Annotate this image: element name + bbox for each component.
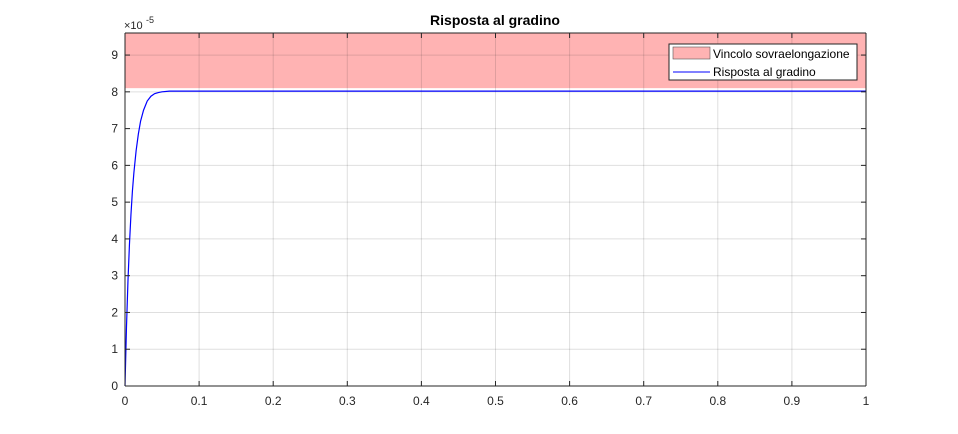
y-tick-label: 5 bbox=[111, 195, 118, 209]
legend: Vincolo sovraelongazione Risposta al gra… bbox=[668, 43, 858, 81]
axes-layer bbox=[124, 32, 867, 387]
x-tick-label: 0.8 bbox=[709, 394, 726, 408]
series-line bbox=[124, 90, 866, 387]
y-tick-label: 0 bbox=[111, 379, 118, 393]
x-tick-label: 0.4 bbox=[413, 394, 430, 408]
x-tick-label: 0.5 bbox=[487, 394, 504, 408]
x-tick-label: 0.6 bbox=[561, 394, 578, 408]
y-exponent-base: ×10 bbox=[124, 20, 143, 32]
y-tick-label: 2 bbox=[111, 305, 118, 319]
y-exponent-label: ×10 -5 bbox=[124, 15, 154, 32]
chart-title: Risposta al gradino bbox=[430, 12, 560, 28]
x-tick-label: 0.1 bbox=[191, 394, 208, 408]
y-tick-label: 4 bbox=[111, 232, 118, 246]
y-exponent-power: -5 bbox=[146, 15, 154, 25]
x-tick-label: 0 bbox=[122, 394, 129, 408]
legend-swatch-region bbox=[672, 46, 711, 60]
x-tick-label: 0.2 bbox=[265, 394, 282, 408]
x-tick-label: 0.9 bbox=[784, 394, 801, 408]
y-tick-label: 7 bbox=[111, 122, 118, 136]
legend-label-region: Vincolo sovraelongazione bbox=[713, 47, 850, 61]
y-tick-label: 9 bbox=[111, 48, 118, 62]
x-tick-label: 0.3 bbox=[339, 394, 356, 408]
y-tick-label: 1 bbox=[111, 342, 118, 356]
x-tick-label: 0.7 bbox=[635, 394, 652, 408]
y-tick-label: 3 bbox=[111, 269, 118, 283]
y-tick-label: 8 bbox=[111, 85, 118, 99]
series-layer bbox=[124, 90, 866, 387]
legend-label-series: Risposta al gradino bbox=[713, 65, 816, 79]
tick-labels-layer: 0 0.1 0.2 0.3 0.4 0.5 0.6 0.7 0.8 0.9 1 0 1 2 3 4 5 6 7 8 9 bbox=[111, 48, 869, 408]
y-tick-label: 6 bbox=[111, 158, 118, 172]
x-tick-label: 1 bbox=[863, 394, 870, 408]
